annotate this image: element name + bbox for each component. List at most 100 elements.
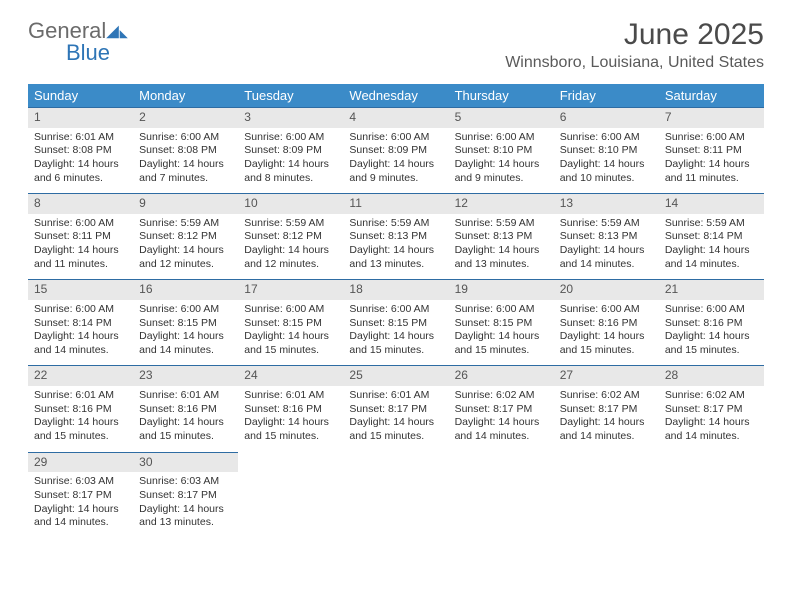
day-number: 17 <box>238 279 343 300</box>
daylight-text: Daylight: 14 hours and 14 minutes. <box>560 244 653 271</box>
daylight-text: Daylight: 14 hours and 14 minutes. <box>665 416 758 443</box>
daylight-text: Daylight: 14 hours and 15 minutes. <box>455 330 548 357</box>
calendar-cell: 5Sunrise: 6:00 AMSunset: 8:10 PMDaylight… <box>449 107 554 193</box>
day-details: Sunrise: 5:59 AMSunset: 8:14 PMDaylight:… <box>659 214 764 280</box>
location-text: Winnsboro, Louisiana, United States <box>505 54 764 72</box>
day-number: 21 <box>659 279 764 300</box>
calendar-cell: 2Sunrise: 6:00 AMSunset: 8:08 PMDaylight… <box>133 107 238 193</box>
day-number: 15 <box>28 279 133 300</box>
sunset-text: Sunset: 8:16 PM <box>139 403 232 417</box>
day-number: 30 <box>133 452 238 473</box>
day-details: Sunrise: 6:01 AMSunset: 8:08 PMDaylight:… <box>28 128 133 194</box>
daylight-text: Daylight: 14 hours and 8 minutes. <box>244 158 337 185</box>
sunset-text: Sunset: 8:15 PM <box>349 317 442 331</box>
sunrise-text: Sunrise: 6:02 AM <box>665 389 758 403</box>
day-details: Sunrise: 6:00 AMSunset: 8:15 PMDaylight:… <box>343 300 448 366</box>
daylight-text: Daylight: 14 hours and 15 minutes. <box>349 416 442 443</box>
day-number: 24 <box>238 365 343 386</box>
logo-triangle-icon <box>106 22 128 40</box>
day-details: Sunrise: 5:59 AMSunset: 8:13 PMDaylight:… <box>343 214 448 280</box>
sunset-text: Sunset: 8:15 PM <box>139 317 232 331</box>
daylight-text: Daylight: 14 hours and 6 minutes. <box>34 158 127 185</box>
sunset-text: Sunset: 8:17 PM <box>349 403 442 417</box>
calendar-cell: 3Sunrise: 6:00 AMSunset: 8:09 PMDaylight… <box>238 107 343 193</box>
sunset-text: Sunset: 8:08 PM <box>34 144 127 158</box>
calendar-cell: 18Sunrise: 6:00 AMSunset: 8:15 PMDayligh… <box>343 279 448 365</box>
daylight-text: Daylight: 14 hours and 15 minutes. <box>139 416 232 443</box>
day-details: Sunrise: 6:00 AMSunset: 8:10 PMDaylight:… <box>449 128 554 194</box>
sunrise-text: Sunrise: 6:00 AM <box>349 303 442 317</box>
sunset-text: Sunset: 8:09 PM <box>244 144 337 158</box>
sunrise-text: Sunrise: 6:00 AM <box>34 303 127 317</box>
calendar-row: 29Sunrise: 6:03 AMSunset: 8:17 PMDayligh… <box>28 452 764 538</box>
calendar-body: 1Sunrise: 6:01 AMSunset: 8:08 PMDaylight… <box>28 107 764 538</box>
calendar-cell: 29Sunrise: 6:03 AMSunset: 8:17 PMDayligh… <box>28 452 133 538</box>
sunset-text: Sunset: 8:15 PM <box>244 317 337 331</box>
sunrise-text: Sunrise: 5:59 AM <box>349 217 442 231</box>
day-number: 9 <box>133 193 238 214</box>
sunset-text: Sunset: 8:11 PM <box>665 144 758 158</box>
weekday-header: Thursday <box>449 84 554 107</box>
daylight-text: Daylight: 14 hours and 11 minutes. <box>665 158 758 185</box>
calendar-cell <box>343 452 448 538</box>
day-details: Sunrise: 6:00 AMSunset: 8:16 PMDaylight:… <box>659 300 764 366</box>
sunrise-text: Sunrise: 5:59 AM <box>560 217 653 231</box>
sunset-text: Sunset: 8:17 PM <box>455 403 548 417</box>
sunrise-text: Sunrise: 6:01 AM <box>139 389 232 403</box>
day-details: Sunrise: 6:00 AMSunset: 8:15 PMDaylight:… <box>238 300 343 366</box>
sunset-text: Sunset: 8:16 PM <box>244 403 337 417</box>
calendar-cell <box>659 452 764 538</box>
daylight-text: Daylight: 14 hours and 9 minutes. <box>349 158 442 185</box>
sunrise-text: Sunrise: 6:00 AM <box>665 303 758 317</box>
empty-day <box>343 452 448 473</box>
day-number: 14 <box>659 193 764 214</box>
day-details: Sunrise: 6:00 AMSunset: 8:14 PMDaylight:… <box>28 300 133 366</box>
day-details: Sunrise: 6:00 AMSunset: 8:11 PMDaylight:… <box>28 214 133 280</box>
daylight-text: Daylight: 14 hours and 14 minutes. <box>34 503 127 530</box>
calendar-cell: 19Sunrise: 6:00 AMSunset: 8:15 PMDayligh… <box>449 279 554 365</box>
day-details: Sunrise: 6:03 AMSunset: 8:17 PMDaylight:… <box>133 472 238 538</box>
sunset-text: Sunset: 8:10 PM <box>455 144 548 158</box>
calendar-cell: 14Sunrise: 5:59 AMSunset: 8:14 PMDayligh… <box>659 193 764 279</box>
sunset-text: Sunset: 8:17 PM <box>34 489 127 503</box>
sunset-text: Sunset: 8:09 PM <box>349 144 442 158</box>
day-number: 16 <box>133 279 238 300</box>
sunset-text: Sunset: 8:12 PM <box>244 230 337 244</box>
sunrise-text: Sunrise: 6:01 AM <box>34 131 127 145</box>
weekday-header: Tuesday <box>238 84 343 107</box>
sunset-text: Sunset: 8:16 PM <box>560 317 653 331</box>
day-number: 18 <box>343 279 448 300</box>
calendar-row: 1Sunrise: 6:01 AMSunset: 8:08 PMDaylight… <box>28 107 764 193</box>
calendar-cell <box>554 452 659 538</box>
daylight-text: Daylight: 14 hours and 12 minutes. <box>244 244 337 271</box>
calendar-cell: 10Sunrise: 5:59 AMSunset: 8:12 PMDayligh… <box>238 193 343 279</box>
day-details: Sunrise: 6:00 AMSunset: 8:10 PMDaylight:… <box>554 128 659 194</box>
daylight-text: Daylight: 14 hours and 15 minutes. <box>349 330 442 357</box>
daylight-text: Daylight: 14 hours and 15 minutes. <box>560 330 653 357</box>
day-number: 7 <box>659 107 764 128</box>
day-details: Sunrise: 6:02 AMSunset: 8:17 PMDaylight:… <box>449 386 554 452</box>
daylight-text: Daylight: 14 hours and 14 minutes. <box>34 330 127 357</box>
sunset-text: Sunset: 8:12 PM <box>139 230 232 244</box>
sunrise-text: Sunrise: 6:00 AM <box>244 303 337 317</box>
day-details: Sunrise: 6:00 AMSunset: 8:15 PMDaylight:… <box>449 300 554 366</box>
header: GeneralBlue June 2025 Winnsboro, Louisia… <box>0 0 792 76</box>
day-number: 23 <box>133 365 238 386</box>
daylight-text: Daylight: 14 hours and 7 minutes. <box>139 158 232 185</box>
calendar-cell: 16Sunrise: 6:00 AMSunset: 8:15 PMDayligh… <box>133 279 238 365</box>
sunrise-text: Sunrise: 6:00 AM <box>560 131 653 145</box>
weekday-header: Saturday <box>659 84 764 107</box>
sunset-text: Sunset: 8:16 PM <box>665 317 758 331</box>
daylight-text: Daylight: 14 hours and 11 minutes. <box>34 244 127 271</box>
sunrise-text: Sunrise: 6:00 AM <box>244 131 337 145</box>
day-number: 11 <box>343 193 448 214</box>
sunrise-text: Sunrise: 5:59 AM <box>455 217 548 231</box>
sunrise-text: Sunrise: 5:59 AM <box>244 217 337 231</box>
calendar-cell <box>238 452 343 538</box>
sunrise-text: Sunrise: 6:00 AM <box>455 131 548 145</box>
calendar-cell: 17Sunrise: 6:00 AMSunset: 8:15 PMDayligh… <box>238 279 343 365</box>
sunrise-text: Sunrise: 6:03 AM <box>139 475 232 489</box>
calendar-cell: 13Sunrise: 5:59 AMSunset: 8:13 PMDayligh… <box>554 193 659 279</box>
day-number: 2 <box>133 107 238 128</box>
sunrise-text: Sunrise: 6:00 AM <box>139 303 232 317</box>
